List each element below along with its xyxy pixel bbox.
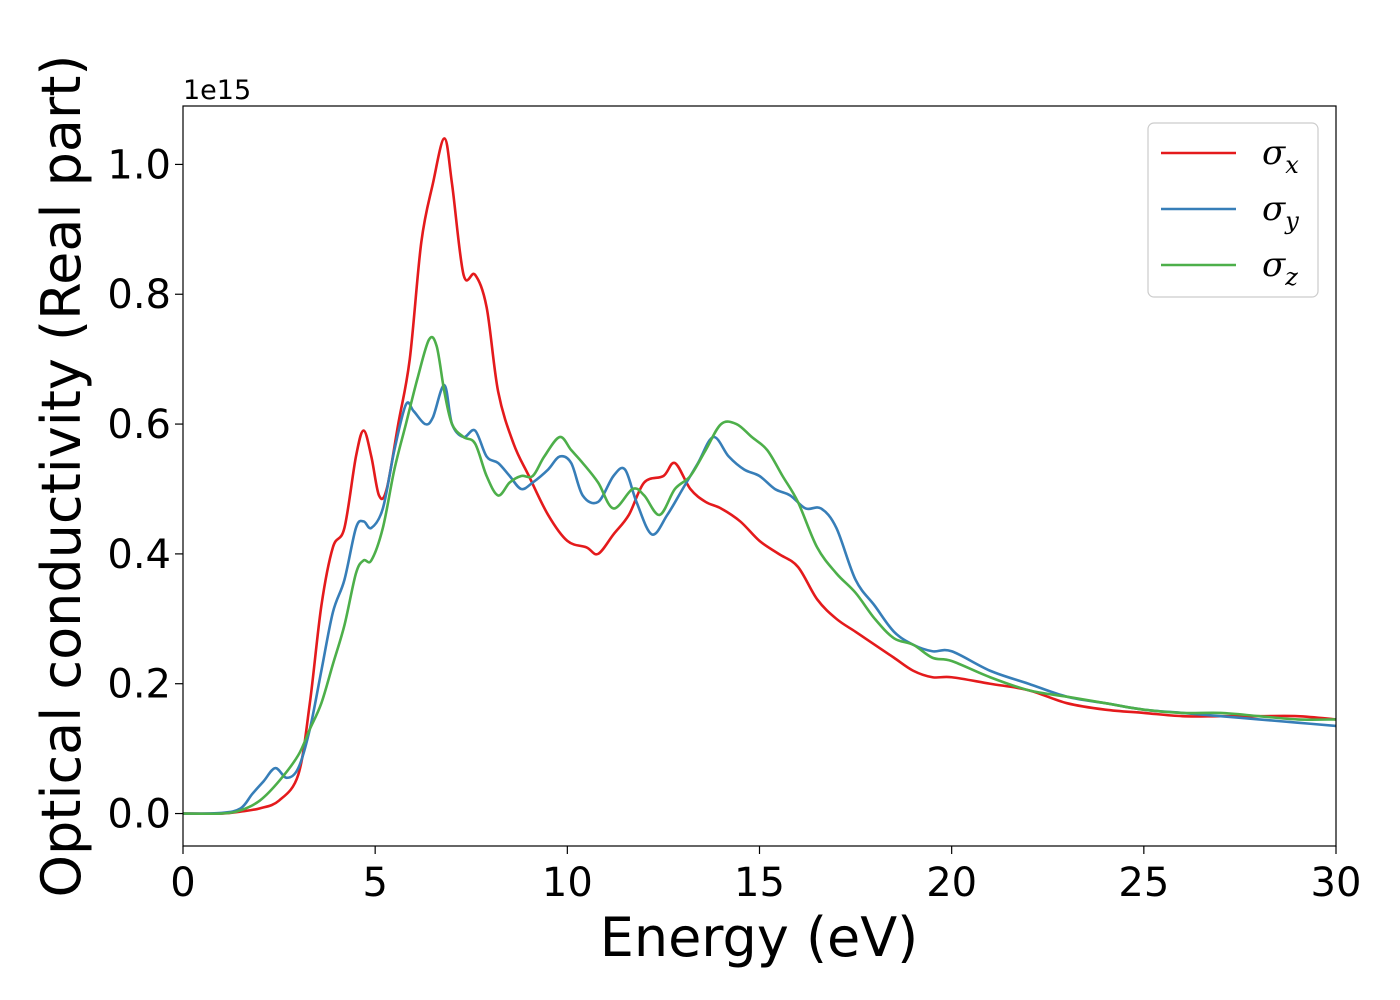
y-axis-ticks: 0.0 0.2 0.4 0.6 0.8 1.0 [107,142,183,838]
legend-items: σx σy σz [1161,133,1299,291]
series-line-z [183,335,1336,816]
legend: σx σy σz [1147,122,1319,298]
y-axis-offset-label: 1e15 [183,75,251,106]
y-axis-title: Optical conductivity (Real part) [30,55,93,898]
x-tick-label: 10 [542,860,593,906]
y-tick-label: 1.0 [107,142,171,188]
x-tick-label: 25 [1118,860,1169,906]
y-tick-label: 0.0 [107,792,171,838]
y-tick-label: 0.4 [107,532,171,578]
legend-label-x: σx [1262,133,1299,179]
x-tick-label: 15 [734,860,785,906]
x-tick-label: 5 [362,860,387,906]
x-tick-label: 0 [170,860,195,906]
legend-label-z: σz [1262,245,1298,291]
y-tick-label: 0.6 [107,402,171,448]
x-tick-label: 30 [1311,860,1362,906]
x-tick-label: 20 [926,860,977,906]
y-tick-label: 0.2 [107,662,171,708]
x-axis-ticks: 0 5 10 15 20 25 30 [170,846,1361,906]
legend-label-y: σy [1262,189,1299,235]
plot-layer [183,137,1336,816]
series-line-y [183,383,1336,815]
series-line-x [183,137,1336,815]
y-tick-label: 0.8 [107,272,171,318]
x-axis-title: Energy (eV) [600,906,919,969]
